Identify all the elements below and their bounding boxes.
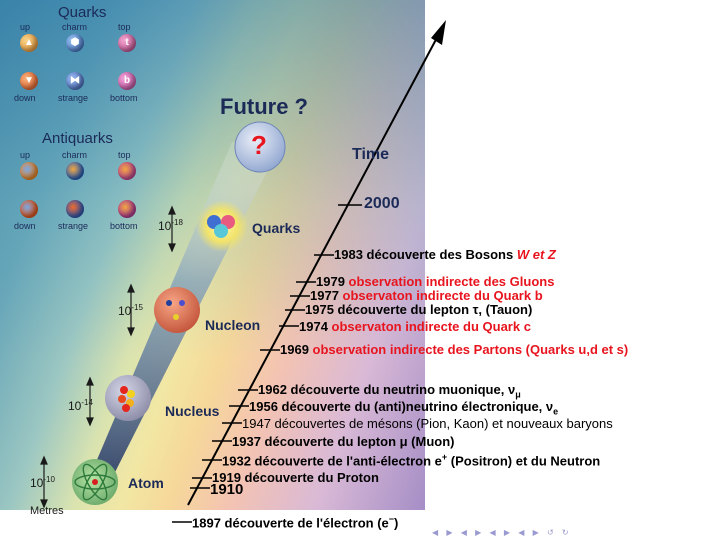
atom-level-label: Atom (128, 475, 164, 491)
event-1937: 1937 découverte du lepton μ (Muon) (232, 434, 455, 449)
question-mark: ? (251, 130, 267, 160)
quarks-title: Quarks (58, 4, 107, 21)
atom-orbit-3 (82, 463, 108, 501)
bottom-quark-ball: b (118, 72, 136, 90)
atom-orbit-2 (82, 463, 108, 501)
anti-charm-quark-ball (66, 162, 84, 180)
quark-cyan (214, 224, 228, 238)
charm-quark-ball: ⬢ (66, 34, 84, 52)
nucleus-size-label: 10-14 (68, 398, 93, 413)
nucleus-dot-5 (122, 404, 130, 412)
anti-down-quark-ball (20, 200, 38, 218)
event-1910: 1910 (210, 481, 244, 498)
nucleus-arrow-down (86, 417, 94, 427)
nucleus-sphere (105, 375, 151, 421)
quarks-arrow-up (168, 205, 176, 215)
antiquarks-title: Antiquarks (42, 130, 113, 147)
quark-label-bottom: bottom (110, 93, 138, 103)
nucleon-quark-3 (173, 314, 179, 320)
event-1969: 1969 observation indirecte des Partons (… (280, 342, 629, 357)
event-1962: 1962 découverte du neutrino muonique, νμ (258, 382, 521, 400)
event-1983: 1983 découverte des Bosons W et Z (334, 247, 556, 262)
event-1932: 1932 découverte de l'anti-électron e+ (P… (222, 452, 601, 469)
time-axis-arrowhead (431, 20, 446, 45)
down-quark-ball: ▼ (20, 72, 38, 90)
atom-nucleus (92, 479, 98, 485)
time-label: Time (352, 146, 390, 163)
atom-orbit-1 (74, 474, 116, 490)
anti-bottom-quark-ball (118, 200, 136, 218)
event-1979: 1979 observation indirecte des Gluons (316, 274, 555, 289)
event-1919: 1919 découverte du Proton (212, 470, 379, 485)
event-1974: 1974 observaton indirecte du Quark c (299, 319, 531, 334)
up-quark-ball: ▲ (20, 34, 38, 52)
event-1975: 1975 découverte du lepton τ, (Tauon) (305, 302, 533, 317)
nucleus-dot-1 (120, 386, 128, 394)
nucleon-arrow-up (127, 283, 135, 293)
unit-label: Metres (30, 505, 64, 517)
antiquark-label-bottom: bottom (110, 221, 138, 231)
top-quark-ball: t (118, 34, 136, 52)
event-1897: 1897 découverte de l'électron (e−) (192, 514, 399, 531)
atom-size-label: 10-10 (30, 475, 55, 490)
nucleus-level-label: Nucleus (165, 403, 220, 419)
time-ticks (172, 204, 362, 523)
strange-quark-ball: ⧓ (66, 72, 84, 90)
quarks-arrow-down (168, 243, 176, 253)
nucleon-arrow-down (127, 327, 135, 337)
event-1977: 1977 observaton indirecte du Quark b (310, 288, 543, 303)
anti-up-quark-ball (20, 162, 38, 180)
anti-top-quark-ball (118, 162, 136, 180)
antiquark-label-top: top (118, 150, 131, 160)
antiquark-label-strange: strange (58, 221, 89, 231)
antiquark-label-up: up (20, 150, 31, 160)
atom-arrow-up (40, 455, 48, 465)
quark-label-up: up (20, 22, 31, 32)
quark-label-top: top (118, 22, 131, 32)
antiquark-label-charm: charm (62, 150, 88, 160)
nucleus-arrow-up (86, 376, 94, 386)
event-1956: 1956 découverte du (anti)neutrino électr… (249, 399, 559, 417)
nucleus-dot-3 (118, 395, 126, 403)
time-axis (187, 31, 441, 506)
quark-label-down: down (14, 93, 36, 103)
quark-label-charm: charm (62, 22, 88, 32)
quarks-level-label: Quarks (252, 220, 301, 236)
future-sphere (234, 121, 286, 173)
antiquark-label-down: down (14, 221, 36, 231)
event-1947: 1947 découvertes de mésons (Pion, Kaon) … (242, 416, 613, 431)
nucleon-quark-2 (179, 300, 185, 306)
nucleon-size-label: 10-15 (118, 303, 143, 318)
nucleon-sphere (154, 287, 200, 333)
nucleus-dot-2 (127, 390, 135, 398)
nucleon-level-label: Nucleon (205, 317, 261, 333)
quarks-size-label: 10-18 (158, 218, 183, 233)
atom-arrow-down (40, 499, 48, 509)
future-label: Future ? (220, 94, 308, 119)
beamer-navigation-symbols[interactable]: ◀ ▶ ◀ ▶ ◀ ▶ ◀ ▶ ↺ ↻ (432, 528, 572, 537)
nucleon-quark-1 (166, 300, 172, 306)
anti-strange-quark-ball (66, 200, 84, 218)
quark-label-strange: strange (58, 93, 89, 103)
year-2000-label: 2000 (364, 195, 400, 212)
